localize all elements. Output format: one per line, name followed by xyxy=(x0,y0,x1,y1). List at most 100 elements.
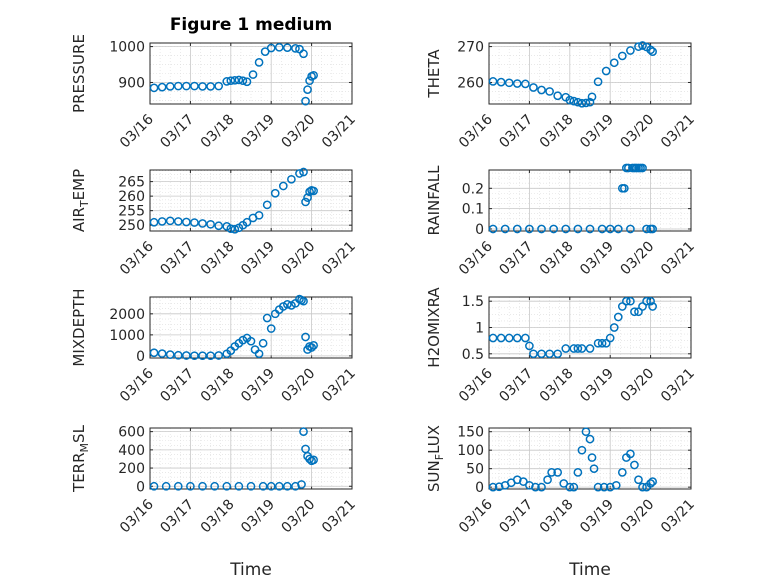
panel-8-data-point xyxy=(537,482,546,492)
panel-2-data-point xyxy=(585,97,595,107)
panel-1-data-point xyxy=(305,76,314,86)
panel-6-data-point xyxy=(561,344,571,353)
panel-3-y-tick-label: 260 xyxy=(118,189,145,205)
panel-7-data-point xyxy=(309,455,318,465)
panel-2-x-tick-label: 03/19 xyxy=(577,112,617,152)
panel-8-ylabel: SUNFLUX xyxy=(425,425,446,492)
panel-6-x-tick-label: 03/21 xyxy=(658,366,698,406)
panel-3-data-point xyxy=(157,217,167,226)
panel-8-x-tick-label: 03/20 xyxy=(618,497,658,537)
panel-6-data-point xyxy=(537,349,546,359)
panel-4-data-point xyxy=(613,224,623,234)
panel-8-x-tick-label: 03/19 xyxy=(577,497,617,537)
panel-2-ylabel: THETA xyxy=(425,49,443,99)
panel-8-axes-box xyxy=(488,427,692,490)
panel-5: 03/16 03/17 03/18 03/19 03/20 03/21 0 1000 2000 M… xyxy=(70,288,359,405)
panel-7-data-point xyxy=(305,454,314,464)
panel-4-x-tick-label: 03/17 xyxy=(496,239,536,279)
panel-3-data-point xyxy=(206,219,215,229)
panel-8-data-point xyxy=(630,460,639,470)
panel-1-data-point xyxy=(190,81,199,91)
panel-4-x-tick-label: 03/21 xyxy=(658,239,698,279)
panel-7-y-tick-label: 0 xyxy=(136,479,145,495)
panel-1-data-point xyxy=(198,82,207,91)
panel-8-data-point xyxy=(587,453,597,462)
panel-6-data-point xyxy=(553,349,563,359)
panel-8-data-point xyxy=(589,464,599,474)
panel-3: 03/16 03/17 03/18 03/19 03/20 03/21 2502552602… xyxy=(70,167,359,279)
panel-5-x-tick-label: 03/19 xyxy=(238,366,278,406)
panel-6-data-point xyxy=(642,296,651,306)
panel-4-data-point xyxy=(626,224,635,234)
panel-3-x-tick-label: 03/21 xyxy=(319,239,359,279)
panel-4-data-point xyxy=(488,224,498,234)
panel-4-data-point xyxy=(638,163,647,173)
panel-6-data-point xyxy=(597,338,607,348)
panel-7-data-point xyxy=(258,481,268,491)
figure-title: Figure 1 medium xyxy=(170,15,332,35)
panel-7-data-point xyxy=(210,481,219,491)
panel-3-data-point xyxy=(287,174,296,184)
panel-6-data-point xyxy=(569,344,579,353)
panel-1-data-point xyxy=(234,75,244,85)
panel-5-data-point xyxy=(262,313,272,323)
panel-4-data-point xyxy=(512,224,522,234)
panel-5-data-point xyxy=(301,332,310,342)
panel-4-data-point xyxy=(561,224,571,234)
panel-6-data-point xyxy=(504,333,514,343)
panel-3-data-point xyxy=(278,181,288,191)
panel-6-x-tick-label: 03/18 xyxy=(537,366,577,406)
x-axis-label-2: Time xyxy=(568,560,611,580)
panel-5-data-point xyxy=(157,349,167,358)
panel-3-data-point xyxy=(305,187,314,197)
panel-2-x-tick-label: 03/16 xyxy=(456,111,496,151)
panel-7-data-point xyxy=(161,481,171,491)
panel-1-data-point xyxy=(226,76,236,86)
panel-2-data-point xyxy=(609,58,619,68)
panel-2-y-tick-label: 270 xyxy=(457,40,484,56)
panel-2-x-tick-label: 03/21 xyxy=(658,112,698,152)
panel-8-data-point xyxy=(518,477,528,486)
panel-7-data-point xyxy=(186,481,195,491)
panel-6-data-point xyxy=(626,296,635,306)
panel-7-data-point xyxy=(198,481,207,491)
panel-6-data-point xyxy=(630,307,639,317)
panel-7-x-tick-label: 03/17 xyxy=(157,497,197,537)
panel-3-data-point xyxy=(198,219,207,228)
panel-8-data-point xyxy=(543,475,552,485)
panel-3-data-point xyxy=(295,169,304,178)
panel-8-data-point xyxy=(488,482,498,492)
panel-3-data-point xyxy=(242,217,252,227)
panel-3-data-point xyxy=(303,193,312,202)
panel-1-data-point xyxy=(299,49,308,59)
panel-8-data-point xyxy=(617,468,627,477)
panel-3-data-point xyxy=(254,210,264,220)
panel-1-y-tick-label: 900 xyxy=(118,75,145,91)
panel-8-data-point xyxy=(569,482,579,492)
panel-2-x-tick-label: 03/17 xyxy=(496,112,536,152)
panel-8-data-point xyxy=(573,468,583,477)
panel-1-data-point xyxy=(206,82,215,91)
panel-1-x-tick-label: 03/18 xyxy=(198,112,238,152)
panel-1-axes-box xyxy=(149,42,353,105)
panel-8-data-point xyxy=(547,468,556,477)
panel-1-data-point xyxy=(214,81,224,91)
panel-1-data-point xyxy=(238,76,248,86)
panel-6-y-tick-label: 1.5 xyxy=(462,294,484,310)
panel-3-data-point xyxy=(165,216,175,226)
panel-5-data-point xyxy=(299,296,308,306)
panel-2-data-point xyxy=(601,66,611,76)
panel-8-data-point xyxy=(559,479,569,488)
panel-2-data-point xyxy=(553,91,563,101)
panel-4: 03/16 03/17 03/18 03/19 03/20 03/21 0 0.1 0.2 RAI… xyxy=(425,163,698,279)
panel-2-data-point xyxy=(634,42,643,51)
panel-4-x-tick-label: 03/18 xyxy=(537,239,577,279)
panel-2-data-point xyxy=(587,92,597,102)
panel-2-data-point xyxy=(512,79,522,88)
panel-4-data-point xyxy=(573,224,583,234)
panel-3-data-point xyxy=(149,217,159,227)
panel-8-data-point xyxy=(634,475,643,485)
panel-6-data-point xyxy=(585,344,595,353)
panel-8-data-point xyxy=(599,482,609,492)
